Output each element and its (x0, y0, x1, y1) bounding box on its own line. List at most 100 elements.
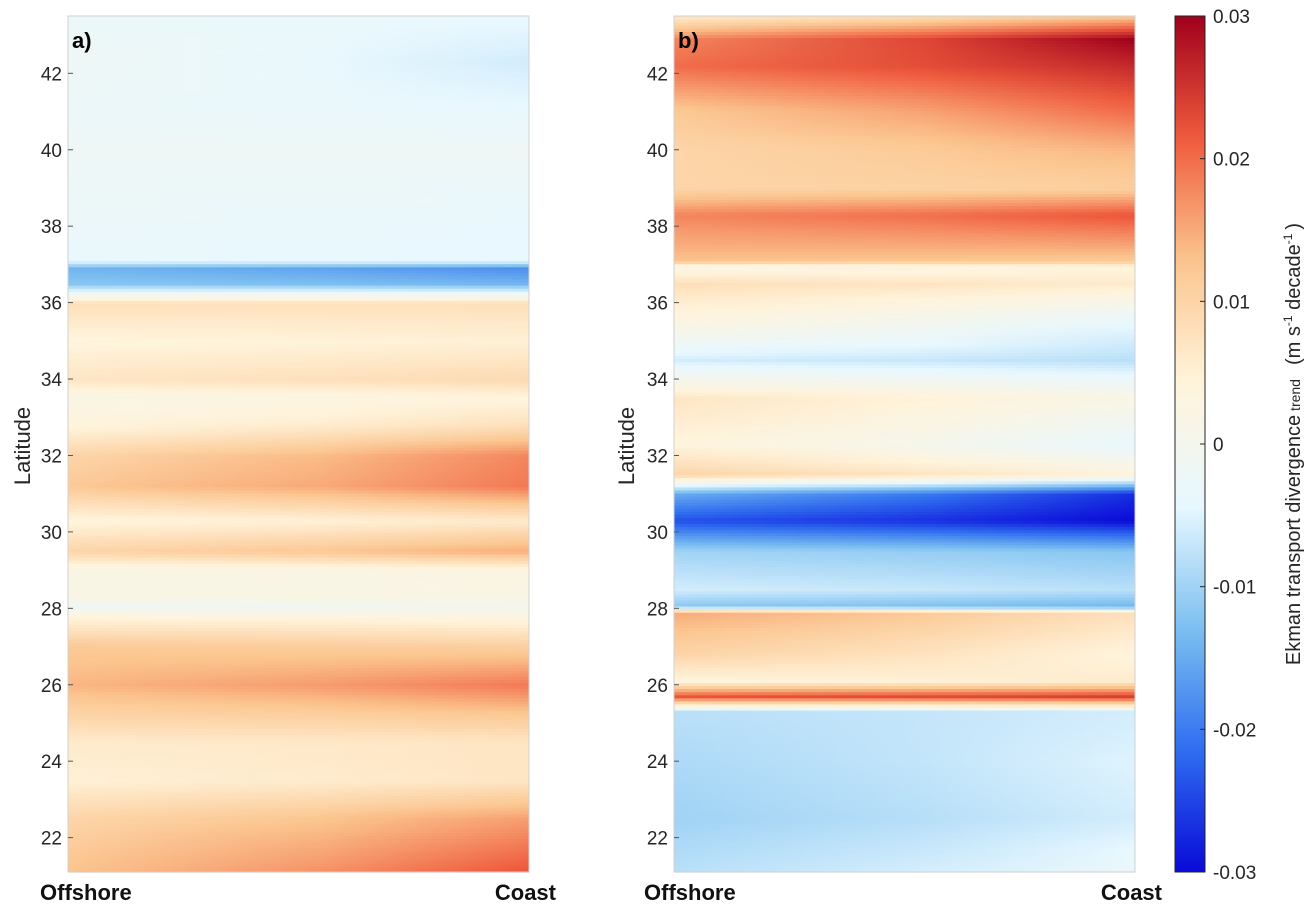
heatmap-band (68, 187, 529, 191)
heatmap-band (68, 58, 529, 63)
heatmap-band (674, 251, 1135, 256)
heatmap-band (674, 260, 1135, 265)
heatmap-band (68, 281, 529, 286)
heatmap-band (674, 86, 1135, 90)
heatmap-band (68, 242, 529, 246)
heatmap-band (674, 783, 1135, 787)
heatmap-band (68, 190, 529, 194)
ytick-label: 38 (647, 217, 668, 238)
heatmap-band (674, 850, 1135, 855)
heatmap-band (674, 813, 1135, 818)
heatmap-band (68, 584, 529, 589)
heatmap-band (68, 847, 529, 852)
heatmap-band (674, 489, 1135, 494)
heatmap-band (68, 682, 529, 687)
heatmap-band (674, 648, 1135, 653)
heatmap-band (68, 581, 529, 586)
heatmap-band (674, 404, 1135, 408)
heatmap-band (68, 474, 529, 479)
heatmap-band (674, 104, 1135, 109)
heatmap-band (674, 471, 1135, 476)
heatmap-band (68, 838, 529, 843)
heatmap-band (674, 456, 1135, 460)
heatmap-band (68, 181, 529, 185)
heatmap-band (68, 300, 529, 304)
heatmap-band (674, 239, 1135, 243)
heatmap-band (674, 71, 1135, 75)
heatmap-band (68, 388, 529, 393)
heatmap-band (68, 832, 529, 836)
heatmap-band (68, 288, 529, 292)
heatmap-band (674, 288, 1135, 292)
heatmap-band (674, 599, 1135, 604)
heatmap-band (674, 297, 1135, 301)
heatmap-band (674, 410, 1135, 415)
heatmap-band (68, 829, 529, 833)
heatmap-band (68, 765, 529, 769)
heatmap-band (674, 226, 1135, 231)
heatmap-band (68, 621, 529, 625)
heatmap-band (674, 749, 1135, 754)
heatmap-band (674, 786, 1135, 791)
heatmap-band (68, 214, 529, 219)
ytick-label: 34 (647, 370, 669, 391)
heatmap-band (68, 813, 529, 818)
heatmap-band (68, 223, 529, 228)
heatmap-band (674, 440, 1135, 445)
heatmap-band (674, 327, 1135, 332)
heatmap-band (68, 217, 529, 222)
heatmap-band (68, 431, 529, 436)
heatmap-band (68, 780, 529, 784)
heatmap-band (674, 612, 1135, 616)
heatmap-band (674, 789, 1135, 794)
heatmap-band (674, 141, 1135, 145)
heatmap-band (68, 373, 529, 378)
heatmap-band (68, 575, 529, 580)
heatmap-band (68, 844, 529, 849)
heatmap-band (674, 382, 1135, 387)
heatmap-band (674, 774, 1135, 778)
heatmap-band (674, 395, 1135, 399)
heatmap-band (674, 581, 1135, 586)
heatmap-band (68, 557, 529, 561)
heatmap-band (68, 688, 529, 693)
heatmap-band (674, 40, 1135, 45)
heatmap-band (68, 28, 529, 32)
heatmap-band (674, 245, 1135, 249)
heatmap-band (674, 578, 1135, 583)
heatmap-band (674, 856, 1135, 861)
heatmap-band (674, 376, 1135, 381)
heatmap-band (674, 119, 1135, 124)
panel-a-yticks: 22 24 26 28 30 32 34 36 38 40 42 (41, 64, 73, 850)
heatmap-band (674, 505, 1135, 509)
ytick-label: 22 (41, 829, 62, 850)
heatmap-band (674, 630, 1135, 635)
heatmap-band (674, 728, 1135, 732)
heatmap-band (674, 667, 1135, 671)
heatmap-band (674, 321, 1135, 326)
heatmap-band (68, 697, 529, 702)
colorbar: 0.03 0.02 0.01 0 -0.01 -0.02 -0.03 Ekman trans… (1174, 7, 1305, 884)
heatmap-band (68, 667, 529, 671)
heatmap-band (68, 774, 529, 778)
heatmap-band (674, 217, 1135, 222)
heatmap-band (674, 532, 1135, 537)
heatmap-band (68, 77, 529, 81)
heatmap-band (674, 511, 1135, 515)
panel-a-letter: a) (72, 28, 92, 53)
heatmap-band (68, 547, 529, 552)
heatmap-band (674, 77, 1135, 81)
heatmap-band (674, 551, 1135, 555)
heatmap-band (674, 868, 1135, 873)
heatmap-band (68, 340, 529, 344)
heatmap-band (68, 71, 529, 75)
colorbar-tick-label: -0.03 (1213, 863, 1256, 884)
heatmap-band (674, 651, 1135, 656)
heatmap-band (674, 324, 1135, 329)
heatmap-band (68, 382, 529, 387)
heatmap-band (674, 560, 1135, 564)
heatmap-band (68, 162, 529, 167)
heatmap-band (68, 719, 529, 723)
heatmap-band (68, 401, 529, 405)
ytick-label: 36 (647, 294, 668, 315)
